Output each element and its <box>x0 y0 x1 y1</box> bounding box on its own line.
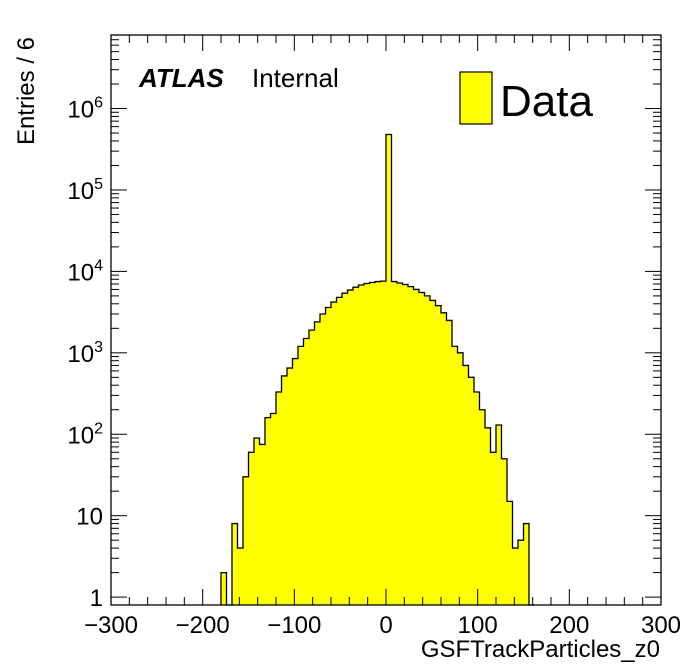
histogram-bar <box>474 392 480 605</box>
histogram-bar <box>457 352 464 605</box>
histogram-outline <box>220 133 535 606</box>
histogram-bar <box>490 452 497 605</box>
y-tick-label: 104 <box>67 257 103 286</box>
histogram-bar <box>331 302 337 605</box>
histogram-bar <box>265 417 271 605</box>
histogram-bar <box>325 307 332 605</box>
y-tick-label: 1 <box>90 585 103 612</box>
histogram-bar <box>413 289 420 605</box>
y-tick-labels: 1 10 102 103 104 105 106 <box>67 95 103 613</box>
histogram-bar <box>353 287 359 605</box>
histogram-bar <box>232 523 238 605</box>
histogram-bar <box>386 134 392 605</box>
histogram-bar <box>408 286 414 605</box>
histogram-bar <box>391 281 398 605</box>
histogram-bar <box>430 300 436 605</box>
y-tick-label: 102 <box>67 420 103 449</box>
histogram-bar <box>254 437 260 605</box>
histogram-bar <box>501 458 508 605</box>
atlas-label: ATLAS <box>138 63 224 93</box>
experiment-label: ATLAS Internal <box>138 63 339 93</box>
histogram-bar <box>347 290 354 605</box>
histogram-bars <box>220 133 535 606</box>
histogram-bar <box>276 392 282 605</box>
x-tick-label: 100 <box>458 612 498 639</box>
x-tick-label: −100 <box>267 612 321 639</box>
histogram-bar <box>402 284 409 605</box>
histogram-bar <box>435 305 442 605</box>
x-tick-label: 0 <box>379 612 392 639</box>
legend: Data <box>459 71 593 126</box>
histogram-bar <box>424 295 431 605</box>
histogram-bar <box>281 375 288 605</box>
histogram-bar <box>320 313 326 605</box>
histogram-bar <box>342 293 348 605</box>
x-tick-labels: −300 −200 −100 0 100 200 300 <box>84 612 681 639</box>
histogram-bar <box>479 409 486 605</box>
x-axis-title: GSFTrackParticles_z0 <box>421 636 660 663</box>
y-tick-label: 106 <box>67 95 103 124</box>
histogram-bar <box>248 452 255 605</box>
histogram-bar <box>259 444 266 605</box>
y-tick-label: 103 <box>67 339 103 368</box>
histogram-bar <box>518 540 524 605</box>
histogram-bar <box>496 424 502 605</box>
histogram-bar <box>468 377 475 605</box>
histogram-bar <box>463 365 469 605</box>
y-tick-label: 105 <box>67 176 103 205</box>
histogram-bar <box>369 282 376 605</box>
y-tick-label: 10 <box>76 504 103 531</box>
y-axis-title: Entries / 6 <box>13 37 40 145</box>
histogram-bar <box>364 283 370 605</box>
histogram-bar <box>375 281 381 605</box>
histogram-bar <box>221 572 227 605</box>
histogram-bar <box>446 320 453 605</box>
histogram-bar <box>243 476 249 605</box>
histogram-bar <box>287 368 293 605</box>
histogram-bar <box>314 321 321 605</box>
histogram-bar <box>441 312 447 605</box>
histogram-bar <box>380 281 387 605</box>
internal-label: Internal <box>252 63 339 93</box>
axis-ticks <box>110 34 662 605</box>
histogram-bar <box>303 338 310 605</box>
histogram-bar <box>507 501 513 605</box>
histogram-bar <box>512 548 519 605</box>
x-tick-label: −200 <box>176 612 230 639</box>
legend-label: Data <box>500 77 593 126</box>
histogram-bar <box>485 427 491 605</box>
histogram-bar <box>419 292 425 605</box>
x-tick-label: 300 <box>641 612 681 639</box>
histogram-bar <box>452 346 458 605</box>
legend-swatch <box>459 71 493 125</box>
histogram-bar <box>298 346 304 605</box>
histogram-bar <box>292 358 299 605</box>
x-tick-label: −300 <box>84 612 138 639</box>
histogram-bar <box>523 523 530 605</box>
histogram-bar <box>270 413 277 605</box>
histogram-bar <box>237 548 244 605</box>
x-tick-label: 200 <box>549 612 589 639</box>
histogram-bar <box>358 285 365 605</box>
histogram-bar <box>336 297 343 605</box>
histogram-bar <box>309 330 315 605</box>
histogram-bar <box>397 283 403 605</box>
